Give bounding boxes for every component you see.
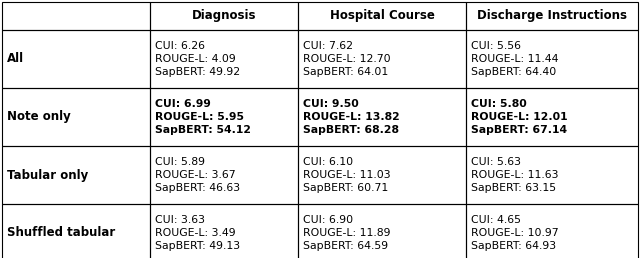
Bar: [150, 204, 298, 258]
Bar: [2, 146, 150, 204]
Bar: [298, 204, 466, 258]
Text: SapBERT: 46.63: SapBERT: 46.63: [155, 183, 240, 193]
Text: SapBERT: 64.40: SapBERT: 64.40: [471, 67, 556, 77]
Bar: [298, 2, 466, 30]
Text: ROUGE-L: 12.70: ROUGE-L: 12.70: [303, 54, 390, 64]
Text: Discharge Instructions: Discharge Instructions: [477, 10, 627, 22]
Text: CUI: 3.63: CUI: 3.63: [155, 215, 205, 225]
Text: SapBERT: 49.92: SapBERT: 49.92: [155, 67, 240, 77]
Text: CUI: 9.50: CUI: 9.50: [303, 99, 359, 109]
Text: SapBERT: 60.71: SapBERT: 60.71: [303, 183, 388, 193]
Text: SapBERT: 54.12: SapBERT: 54.12: [155, 125, 251, 135]
Bar: [466, 146, 638, 204]
Bar: [298, 146, 466, 204]
Text: SapBERT: 68.28: SapBERT: 68.28: [303, 125, 399, 135]
Text: ROUGE-L: 11.44: ROUGE-L: 11.44: [471, 54, 559, 64]
Bar: [2, 2, 150, 30]
Bar: [150, 2, 298, 30]
Text: ROUGE-L: 11.03: ROUGE-L: 11.03: [303, 170, 390, 180]
Text: SapBERT: 64.59: SapBERT: 64.59: [303, 241, 388, 251]
Text: ROUGE-L: 11.63: ROUGE-L: 11.63: [471, 170, 559, 180]
Text: SapBERT: 64.93: SapBERT: 64.93: [471, 241, 556, 251]
Text: CUI: 4.65: CUI: 4.65: [471, 215, 521, 225]
Text: CUI: 5.80: CUI: 5.80: [471, 99, 527, 109]
Text: CUI: 6.90: CUI: 6.90: [303, 215, 353, 225]
Text: CUI: 5.63: CUI: 5.63: [471, 157, 521, 167]
Bar: [466, 204, 638, 258]
Text: ROUGE-L: 11.89: ROUGE-L: 11.89: [303, 228, 390, 238]
Text: ROUGE-L: 3.49: ROUGE-L: 3.49: [155, 228, 236, 238]
Text: CUI: 7.62: CUI: 7.62: [303, 41, 353, 51]
Text: ROUGE-L: 10.97: ROUGE-L: 10.97: [471, 228, 559, 238]
Bar: [466, 30, 638, 88]
Bar: [298, 30, 466, 88]
Text: Diagnosis: Diagnosis: [192, 10, 256, 22]
Text: Tabular only: Tabular only: [7, 168, 88, 181]
Bar: [2, 88, 150, 146]
Bar: [2, 30, 150, 88]
Bar: [466, 2, 638, 30]
Text: CUI: 6.10: CUI: 6.10: [303, 157, 353, 167]
Text: SapBERT: 63.15: SapBERT: 63.15: [471, 183, 556, 193]
Bar: [2, 204, 150, 258]
Text: Shuffled tabular: Shuffled tabular: [7, 227, 115, 239]
Bar: [150, 30, 298, 88]
Bar: [298, 88, 466, 146]
Text: CUI: 5.89: CUI: 5.89: [155, 157, 205, 167]
Text: Note only: Note only: [7, 110, 71, 124]
Bar: [150, 146, 298, 204]
Bar: [466, 88, 638, 146]
Text: ROUGE-L: 13.82: ROUGE-L: 13.82: [303, 112, 400, 122]
Bar: [150, 88, 298, 146]
Text: ROUGE-L: 12.01: ROUGE-L: 12.01: [471, 112, 568, 122]
Text: CUI: 6.99: CUI: 6.99: [155, 99, 211, 109]
Text: CUI: 6.26: CUI: 6.26: [155, 41, 205, 51]
Text: SapBERT: 64.01: SapBERT: 64.01: [303, 67, 388, 77]
Text: SapBERT: 49.13: SapBERT: 49.13: [155, 241, 240, 251]
Text: SapBERT: 67.14: SapBERT: 67.14: [471, 125, 567, 135]
Text: CUI: 5.56: CUI: 5.56: [471, 41, 521, 51]
Text: ROUGE-L: 5.95: ROUGE-L: 5.95: [155, 112, 244, 122]
Text: ROUGE-L: 4.09: ROUGE-L: 4.09: [155, 54, 236, 64]
Text: All: All: [7, 52, 24, 66]
Text: Hospital Course: Hospital Course: [330, 10, 435, 22]
Text: ROUGE-L: 3.67: ROUGE-L: 3.67: [155, 170, 236, 180]
